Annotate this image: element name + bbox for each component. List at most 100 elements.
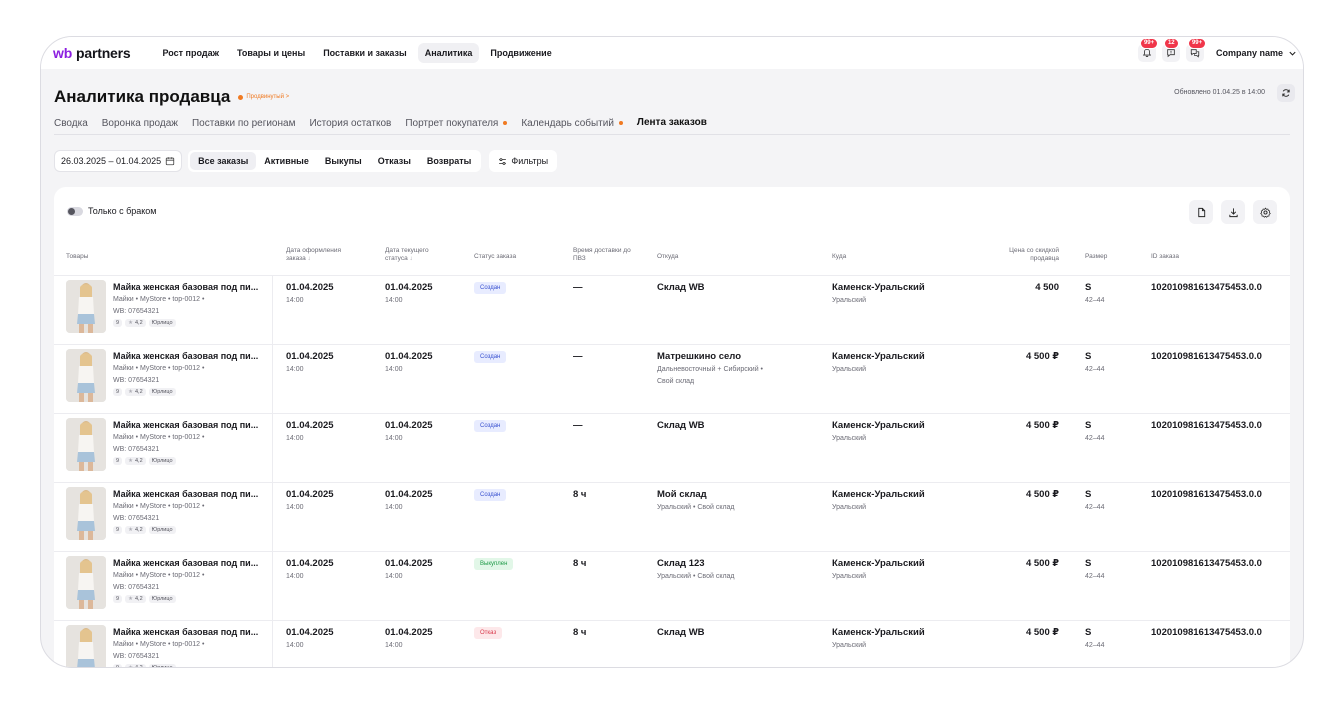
order-id[interactable]: 102010981613475453.0.0 xyxy=(1151,558,1262,569)
product-thumbnail[interactable] xyxy=(66,349,106,402)
delivery-time: 8 ч xyxy=(573,627,587,638)
star-icon: ★ xyxy=(128,458,133,464)
product-name[interactable]: Майка женская базовая под пи... xyxy=(113,627,259,637)
star-icon: ★ xyxy=(128,320,133,326)
product-name[interactable]: Майка женская базовая под пи... xyxy=(113,489,259,499)
rating-value: 4,2 xyxy=(135,458,143,464)
product-category-line: Майки • MyStore • top-0012 • xyxy=(113,365,205,372)
messages-button[interactable]: 99+ xyxy=(1185,38,1207,62)
updated-timestamp: Обновлено 01.04.25 в 14:00 xyxy=(1174,89,1265,96)
tab-regional-supplies[interactable]: Поставки по регионам xyxy=(191,117,296,129)
product-thumbnail[interactable] xyxy=(66,280,106,333)
seller-type-tag: Юрлицо xyxy=(148,595,176,603)
table-row[interactable]: Майка женская базовая под пи... Майки • … xyxy=(54,620,1290,667)
settings-button[interactable] xyxy=(1253,200,1277,224)
col-header-to[interactable]: Куда xyxy=(832,253,847,260)
top-right-controls: 99+ 12 99+ Company name xyxy=(1137,37,1297,69)
col-header-order-id[interactable]: ID заказа xyxy=(1151,253,1180,260)
order-date: 01.04.2025 xyxy=(286,282,334,293)
company-selector[interactable]: Company name xyxy=(1216,48,1297,58)
order-id[interactable]: 102010981613475453.0.0 xyxy=(1151,420,1262,431)
bell-icon xyxy=(1142,48,1152,57)
delivery-time: 8 ч xyxy=(573,489,587,500)
col-header-from[interactable]: Откуда xyxy=(657,253,679,260)
refresh-button[interactable] xyxy=(1277,84,1295,102)
nav-item-goods-prices[interactable]: Товары и цены xyxy=(236,48,306,58)
col-header-size[interactable]: Размер xyxy=(1085,253,1108,260)
tab-summary[interactable]: Сводка xyxy=(54,117,88,129)
date-range-picker[interactable]: 26.03.2025 – 01.04.2025 xyxy=(54,150,183,172)
nav-item-supplies-orders[interactable]: Поставки и заказы xyxy=(323,48,407,58)
order-time: 14:00 xyxy=(286,504,304,511)
col-header-status-date[interactable]: Дата текущего статуса ↓ xyxy=(385,247,429,262)
product-name[interactable]: Майка женская базовая под пи... xyxy=(113,420,259,430)
segment-buyouts[interactable]: Выкупы xyxy=(324,156,362,166)
export-file-button[interactable] xyxy=(1189,200,1213,224)
from-location: Склад WB xyxy=(657,282,705,293)
nav-item-analytics[interactable]: Аналитика xyxy=(417,43,480,63)
product-thumbnail[interactable] xyxy=(66,487,106,540)
price: 4 500 xyxy=(1035,282,1059,293)
product-article: WB: 07654321 xyxy=(113,308,160,315)
col-header-status[interactable]: Статус заказа xyxy=(474,253,517,260)
filters-button[interactable]: Фильтры xyxy=(489,150,558,172)
table-row[interactable]: Майка женская базовая под пи... Майки • … xyxy=(54,275,1290,345)
seller-type-tag: Юрлицо xyxy=(148,526,176,534)
col-header-delivery[interactable]: Время доставки до ПВЗ xyxy=(573,247,631,262)
order-id[interactable]: 102010981613475453.0.0 xyxy=(1151,627,1262,638)
col-header-price[interactable]: Цена со скидкой продавца xyxy=(1009,247,1059,262)
size: S xyxy=(1085,282,1092,293)
status-badge: Создан xyxy=(474,282,507,294)
tab-stock-history[interactable]: История остатков xyxy=(309,117,392,129)
rating-tag: ★ 4,2 xyxy=(125,526,146,534)
from-location: Мой склад xyxy=(657,489,707,500)
segment-refusals[interactable]: Отказы xyxy=(377,156,411,166)
nav-item-sales-growth[interactable]: Рост продаж xyxy=(162,48,219,58)
product-thumbnail[interactable] xyxy=(66,418,106,471)
orders-card: Только с браком Товары Дата оформления з… xyxy=(54,187,1290,667)
product-name[interactable]: Майка женская базовая под пи... xyxy=(113,351,259,361)
status-time: 14:00 xyxy=(385,366,403,373)
col-header-products[interactable]: Товары xyxy=(66,253,89,260)
tab-buyer-portrait[interactable]: Портрет покупателя xyxy=(405,117,508,135)
chat-icon xyxy=(1167,49,1175,58)
chat-button[interactable]: 12 xyxy=(1161,38,1180,62)
order-time: 14:00 xyxy=(286,642,304,649)
defect-only-toggle[interactable] xyxy=(67,206,83,216)
product-name[interactable]: Майка женская базовая под пи... xyxy=(113,558,259,568)
download-button[interactable] xyxy=(1221,200,1245,224)
product-article: WB: 07654321 xyxy=(113,515,160,522)
product-name[interactable]: Майка женская базовая под пи... xyxy=(113,282,259,292)
product-tags: 9 ★ 4,2 Юрлицо xyxy=(113,664,179,667)
product-thumbnail[interactable] xyxy=(66,625,106,667)
order-id[interactable]: 102010981613475453.0.0 xyxy=(1151,489,1262,500)
notifications-button[interactable]: 99+ xyxy=(1137,38,1159,62)
segment-all-orders[interactable]: Все заказы xyxy=(190,152,257,170)
page-title-text: Аналитика продавца xyxy=(54,87,231,106)
segment-returns[interactable]: Возвраты xyxy=(426,156,472,166)
table-row[interactable]: Майка женская базовая под пи... Майки • … xyxy=(54,413,1290,483)
order-id[interactable]: 102010981613475453.0.0 xyxy=(1151,282,1262,293)
filters-label: Фильтры xyxy=(511,156,549,166)
table-row[interactable]: Майка женская базовая под пи... Майки • … xyxy=(54,482,1290,552)
nav-item-promotion[interactable]: Продвижение xyxy=(490,48,552,58)
segment-active[interactable]: Активные xyxy=(264,156,309,166)
product-thumbnail[interactable] xyxy=(66,556,106,609)
tab-events-calendar[interactable]: Календарь событий xyxy=(521,117,623,135)
table-row[interactable]: Майка женская базовая под пи... Майки • … xyxy=(54,551,1290,621)
order-id[interactable]: 102010981613475453.0.0 xyxy=(1151,351,1262,362)
table-row[interactable]: Майка женская базовая под пи... Майки • … xyxy=(54,344,1290,414)
plan-badge[interactable]: Продвинутый > xyxy=(238,94,289,100)
wb-partners-logo[interactable]: wb partners xyxy=(53,45,131,61)
size: S xyxy=(1085,420,1092,431)
analytics-tabs: Сводка Воронка продаж Поставки по регион… xyxy=(54,117,721,135)
tab-orders-feed[interactable]: Лента заказов xyxy=(636,117,707,135)
order-date: 01.04.2025 xyxy=(286,558,334,569)
status-badge: Создан xyxy=(474,351,507,363)
tab-sales-funnel[interactable]: Воронка продаж xyxy=(101,117,178,129)
col-header-order-date[interactable]: Дата оформления заказа ↓ xyxy=(286,247,342,262)
price: 4 500 ₽ xyxy=(1025,489,1059,500)
status-badge: Создан xyxy=(474,420,507,432)
status-date: 01.04.2025 xyxy=(385,489,433,500)
size: S xyxy=(1085,558,1092,569)
